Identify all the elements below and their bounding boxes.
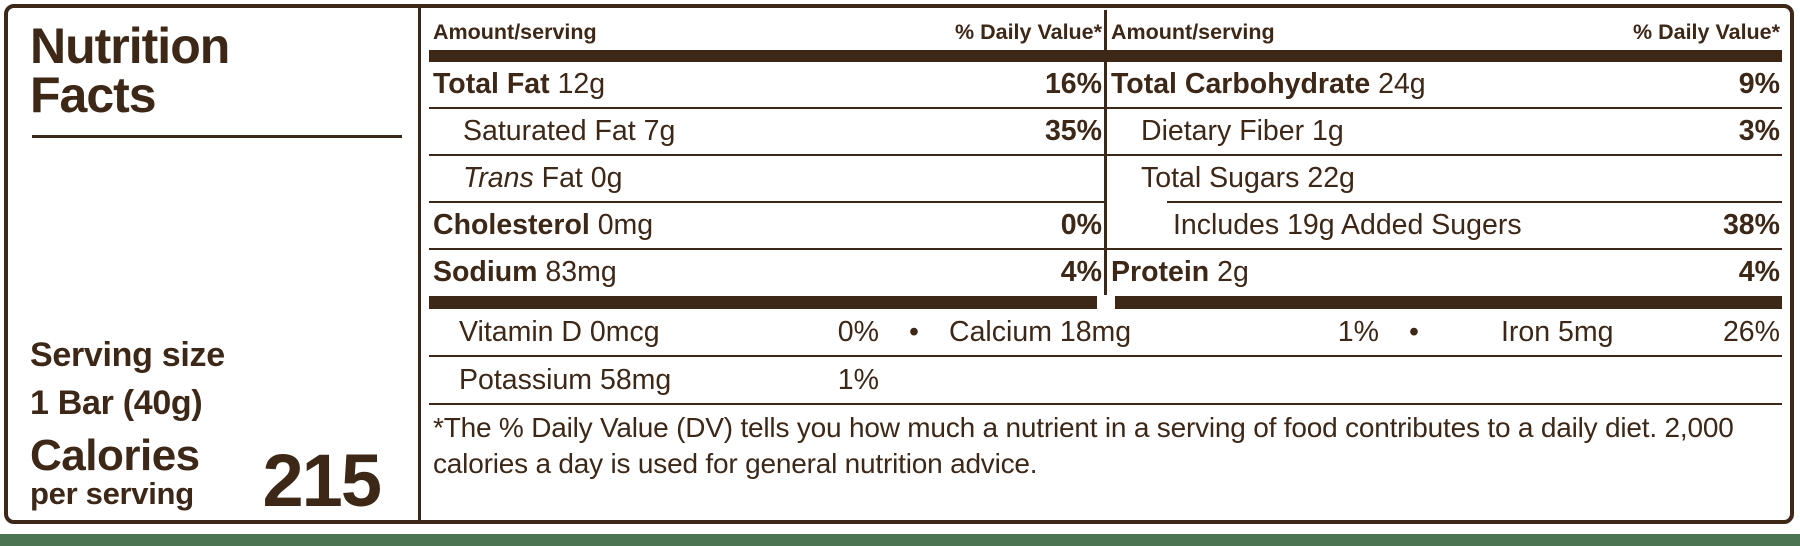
section-bar-gap [1097,296,1115,309]
nutrient-name: Saturated Fat 7g [463,115,676,147]
nutrients-section: Amount/serving % Daily Value* Total Fat … [421,8,1790,520]
nutrient-name: Protein 2g [1111,256,1249,288]
row-rule [429,107,1104,109]
micronutrients-row: Vitamin D 0mcg 0% • Calcium 18mg 1% • Ir… [429,309,1782,355]
potassium: Potassium 58mg [459,363,672,396]
column-carbs: Amount/serving % Daily Value* Total Carb… [1107,10,1782,295]
row-total-fat: Total Fat 12g 16% [429,62,1104,107]
label-panel: Nutrition Facts Serving size 1 Bar (40g)… [4,4,1794,524]
header-amount-serving: Amount/serving [433,20,597,44]
daily-value-footnote: *The % Daily Value (DV) tells you how mu… [433,412,1734,480]
column-header: Amount/serving % Daily Value* [429,10,1104,50]
row-rule [1107,107,1782,109]
section-bar-left [429,296,1097,309]
potassium-dv: 1% [837,363,879,396]
iron-dv: 26% [1722,315,1780,348]
calories-sublabel: per serving [30,476,194,512]
header-bar [1107,50,1782,62]
page-title: Nutrition Facts [30,18,412,123]
serving-size-value: 1 Bar (40g) [30,384,203,423]
nutrient-dv: 9% [1738,68,1780,100]
bullet-separator: • [909,315,919,348]
nutrient-dv: 16% [1044,68,1102,100]
nutrient-name: Total Fat 12g [433,68,606,100]
title-line-2: Facts [30,66,157,123]
spacer [30,138,412,331]
row-total-carbohydrate: Total Carbohydrate 24g 9% [1107,62,1782,107]
calories-label: Calories [30,431,200,481]
nutrient-dv: 35% [1044,115,1102,147]
nutrient-dv: 3% [1738,115,1780,147]
column-fats: Amount/serving % Daily Value* Total Fat … [429,10,1104,295]
calcium-dv: 1% [1337,315,1379,348]
row-rule [429,201,1104,203]
nutrient-name: Sodium 83mg [433,256,617,288]
green-accent-bar [0,534,1800,546]
vitamin-d-dv: 0% [837,315,879,348]
row-protein: Protein 2g 4% [1107,250,1782,295]
column-header: Amount/serving % Daily Value* [1107,10,1782,50]
section-bars [429,296,1782,309]
iron: Iron 5mg [1501,315,1614,348]
row-cholesterol: Cholesterol 0mg 0% [429,203,1104,248]
nutrient-dv: 0% [1060,209,1102,241]
row-rule [429,355,1782,357]
nutrient-name: Total Carbohydrate 24g [1111,68,1426,100]
potassium-row: Potassium 58mg 1% [429,357,1782,403]
header-daily-value: % Daily Value* [1633,20,1780,44]
bullet-separator: • [1409,315,1419,348]
header-amount-serving: Amount/serving [1111,20,1275,44]
row-rule [1107,154,1782,156]
nutrient-name: Dietary Fiber 1g [1141,115,1344,147]
title-line-1: Nutrition [30,18,230,74]
calcium: Calcium 18mg [949,315,1132,348]
calories-value: 215 [262,439,382,523]
nutrient-name: Cholesterol 0mg [433,209,654,241]
header-bar [429,50,1104,62]
row-rule [429,154,1104,156]
vitamin-d: Vitamin D 0mcg [459,315,660,348]
row-rule [1107,248,1782,250]
nutrient-columns: Amount/serving % Daily Value* Total Fat … [429,10,1782,295]
calories-labels: Calories per serving [30,431,200,512]
nutrient-name: Trans Fat 0g [463,162,623,194]
row-sodium: Sodium 83mg 4% [429,250,1104,295]
section-bar-right [1114,296,1782,309]
nutrient-dv: 38% [1722,209,1780,241]
nutrient-name: Total Sugars 22g [1141,162,1355,194]
row-added-sugars: Includes 19g Added Sugers 38% [1107,203,1782,248]
title-underline [32,135,402,138]
row-rule [429,248,1104,250]
row-rule-indented [1167,201,1782,203]
row-total-sugars: Total Sugars 22g [1107,156,1782,201]
row-dietary-fiber: Dietary Fiber 1g 3% [1107,109,1782,154]
nutrient-dv: 4% [1060,256,1102,288]
header-daily-value: % Daily Value* [955,20,1102,44]
left-divider [418,8,421,520]
calories-row: Calories per serving 215 [30,431,412,523]
nutrient-name: Includes 19g Added Sugers [1173,209,1522,241]
left-section: Nutrition Facts Serving size 1 Bar (40g)… [8,8,418,520]
nutrient-dv: 4% [1738,256,1780,288]
row-saturated-fat: Saturated Fat 7g 35% [429,109,1104,154]
row-rule [429,403,1782,405]
row-trans-fat: Trans Fat 0g [429,156,1104,201]
serving-size-label: Serving size [30,335,225,374]
column-divider [1104,10,1107,295]
